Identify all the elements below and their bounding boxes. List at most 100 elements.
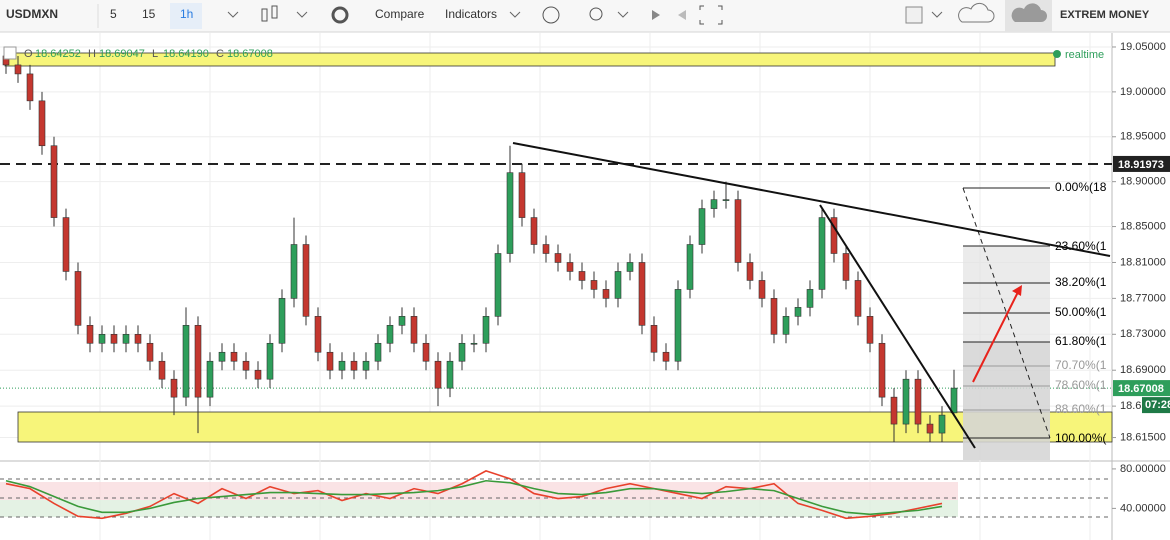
chart-style-icon[interactable]: [261, 5, 278, 22]
settings-icon[interactable]: [331, 6, 349, 24]
candle-body: [122, 333, 130, 344]
dropdown-icon[interactable]: [509, 11, 521, 18]
candle-body: [14, 64, 22, 75]
candles: [2, 46, 958, 443]
cloud-load-icon[interactable]: [958, 2, 995, 23]
candle-body: [482, 316, 490, 344]
candle-body: [158, 360, 166, 380]
candle-body: [74, 271, 82, 326]
support-zone[interactable]: [17, 411, 1113, 443]
dropdown-icon[interactable]: [296, 11, 308, 18]
candle-body: [398, 316, 406, 326]
fib-label: 78.60%(1: [1055, 378, 1107, 392]
y-tick-label: 18.77000: [1120, 292, 1166, 304]
collapse-button[interactable]: [3, 46, 17, 60]
trend-line[interactable]: [512, 142, 1111, 257]
price-badge: [1113, 155, 1170, 172]
dropdown-icon[interactable]: [227, 11, 239, 18]
fib-retracement[interactable]: [962, 187, 1051, 460]
fib-label: 0.00%(18: [1055, 180, 1107, 194]
candle-body: [890, 396, 898, 425]
alert-icon[interactable]: [542, 6, 560, 24]
y-tick-label: 18.85000: [1120, 220, 1166, 232]
compare-button[interactable]: Compare: [375, 7, 425, 21]
candle-body: [38, 100, 46, 147]
y-tick-label: 80.00000: [1120, 463, 1166, 475]
candle-body: [98, 333, 106, 344]
fib-label: 70.70%(1: [1055, 358, 1107, 372]
candle-body: [782, 316, 790, 335]
candle-body: [674, 289, 682, 362]
ohlc-header: O 18.64252 H 18.69047 L 18.64190 C 18.67008: [24, 48, 273, 60]
fib-label: 88.60%(1: [1055, 402, 1107, 416]
realtime-dot: [1053, 50, 1061, 58]
price-badge: [1113, 380, 1170, 397]
candle-body: [530, 217, 538, 245]
redo-icon[interactable]: [678, 10, 686, 20]
candle-body: [578, 271, 586, 281]
interval[interactable]: 5: [110, 7, 117, 21]
candle-body: [86, 325, 94, 344]
ohlc-value: 18.64252: [35, 48, 81, 60]
undo-icon[interactable]: [652, 10, 660, 20]
candle-body: [746, 262, 754, 281]
color-picker[interactable]: [905, 6, 923, 24]
price-axis: 19.05000 19.00000 18.95000 18.90000 18.85000…: [1112, 41, 1170, 514]
y-tick-label: 18.73000: [1120, 328, 1166, 340]
candle-body: [506, 172, 514, 254]
candle-body: [626, 262, 634, 272]
candle-body: [386, 325, 394, 344]
y-tick-label: 18.95000: [1120, 131, 1166, 143]
dropdown-icon[interactable]: [617, 11, 629, 18]
fib-label: 50.00%(1: [1055, 305, 1107, 319]
candle-body: [734, 199, 742, 263]
candle-body: [650, 325, 658, 353]
candle-body: [278, 298, 286, 344]
interval[interactable]: 1h: [180, 7, 193, 21]
interval[interactable]: 15: [142, 7, 156, 21]
y-tick-label: 18.90000: [1120, 176, 1166, 188]
cloud-save-icon[interactable]: [1011, 3, 1047, 23]
indicators-button[interactable]: Indicators: [445, 7, 497, 21]
candle-body: [842, 253, 850, 281]
y-tick-label: 19.05000: [1120, 41, 1166, 53]
candle-body: [446, 360, 454, 389]
candle-body: [182, 325, 190, 398]
upper-band-fill: [0, 482, 958, 500]
candle-body: [938, 414, 946, 434]
price-badge-label: 18.67008: [1118, 383, 1164, 395]
indicator: [5, 470, 943, 520]
arrow[interactable]: [972, 291, 1019, 383]
candle-body: [146, 342, 154, 362]
trend-line[interactable]: [819, 204, 976, 449]
candle-body: [134, 333, 142, 344]
candle-body: [242, 360, 250, 371]
replay-icon[interactable]: [589, 7, 603, 21]
ohlc-value: 18.69047: [99, 48, 145, 60]
candle-body: [110, 333, 118, 344]
ohlc-key: O: [24, 48, 33, 60]
ohlc-key: H: [88, 48, 96, 60]
candle-body: [854, 280, 862, 317]
candle-body: [554, 253, 562, 263]
candle-body: [662, 351, 670, 362]
candle-body: [950, 387, 958, 414]
fib-label: 38.20%(1: [1055, 275, 1107, 289]
candle-body: [494, 253, 502, 317]
dropdown-icon[interactable]: [931, 11, 943, 18]
candle-body: [590, 280, 598, 290]
arrow-head: [1012, 285, 1022, 296]
candle-body: [806, 289, 814, 308]
candle-body: [638, 262, 646, 326]
indicator-line: [5, 470, 943, 520]
candle-body: [710, 199, 718, 209]
interval-active-bg: [170, 3, 202, 29]
fullscreen-icon[interactable]: [699, 5, 723, 25]
account-name[interactable]: EXTREM MONEY: [1060, 9, 1150, 21]
candle-body: [458, 342, 466, 362]
countdown-badge: [1142, 397, 1170, 414]
y-tick-label: 18.61500: [1120, 431, 1166, 443]
symbol[interactable]: USDMXN: [6, 7, 58, 21]
ohlc-key: L: [152, 48, 158, 60]
candle-body: [266, 342, 274, 380]
